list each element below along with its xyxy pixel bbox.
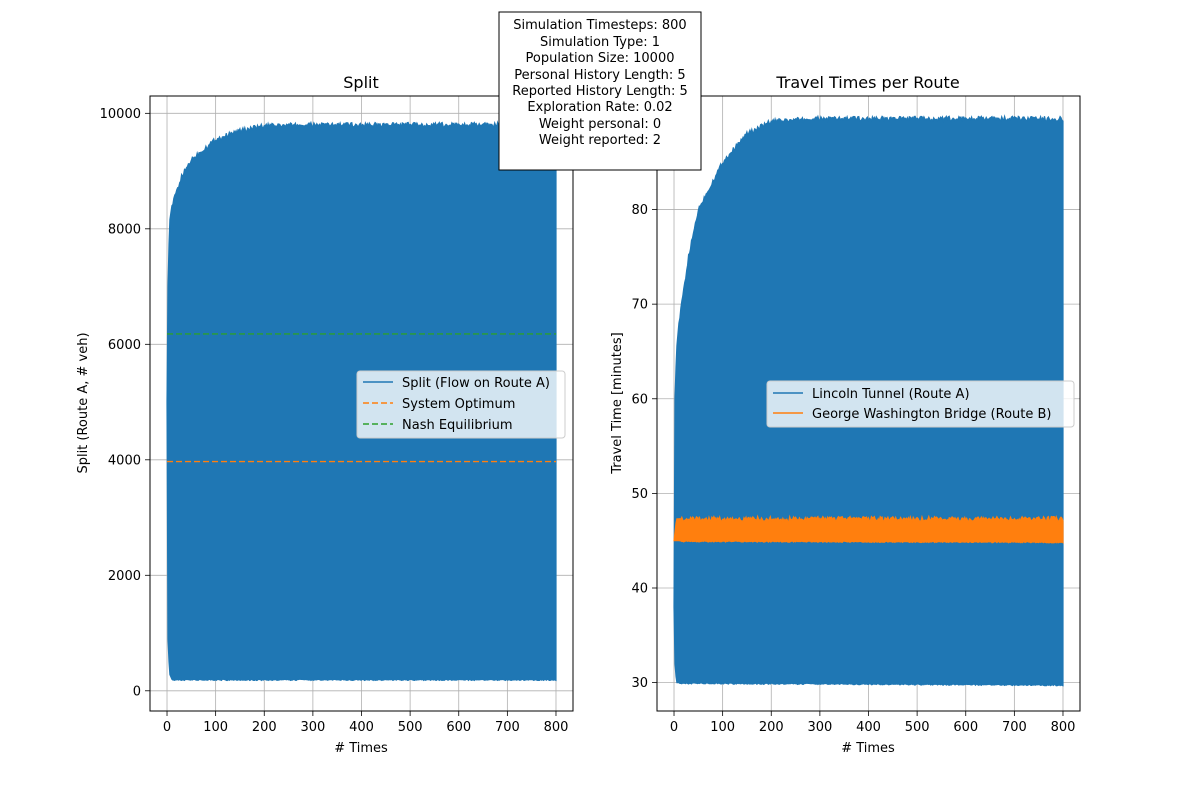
split-x-tick-label: 200: [252, 720, 277, 735]
travel-times-y-tick-label: 30: [631, 676, 648, 691]
split-y-tick-label: 0: [133, 684, 141, 699]
travel-times-x-tick-label: 0: [670, 720, 678, 735]
travel-times-x-tick-label: 300: [807, 720, 832, 735]
split-x-tick-label: 600: [446, 720, 471, 735]
info-line-6: Weight personal: 0: [539, 117, 661, 132]
travel-times-ticks: 0 100 200 300 400 500 600 700 800 30 40 50 60 70 80: [631, 203, 1075, 735]
info-line-3: Personal History Length: 5: [514, 68, 685, 83]
travel-times-series-1-band: [673, 514, 1064, 544]
info-line-4: Reported History Length: 5: [512, 84, 687, 99]
travel-times-legend-box: [766, 380, 1075, 428]
split-title: Split: [343, 73, 378, 92]
travel-times-title: Travel Times per Route: [775, 73, 959, 92]
split-y-tick-label: 4000: [108, 453, 141, 468]
travel-times-y-tick-label: 60: [631, 392, 648, 407]
info-line-5: Exploration Rate: 0.02: [527, 100, 672, 115]
travel-times-x-tick-label: 800: [1051, 720, 1076, 735]
travel-times-x-tick-label: 200: [759, 720, 784, 735]
info-line-2: Population Size: 10000: [526, 51, 675, 66]
split-x-tick-label: 400: [349, 720, 374, 735]
split-legend-label-1: System Optimum: [402, 397, 515, 412]
travel-times-y-tick-label: 50: [631, 487, 648, 502]
split-legend-label-2: Nash Equilibrium: [402, 418, 513, 433]
split-ticks: 0 100 200 300 400 500 600 700 800020004000600080…: [100, 107, 569, 735]
split-legend: Split (Flow on Route A) System Optimum N…: [356, 370, 566, 439]
split-x-tick-label: 300: [300, 720, 325, 735]
travel-times-legend: Lincoln Tunnel (Route A) George Washingt…: [766, 380, 1075, 428]
info-line-7: Weight reported: 2: [539, 133, 661, 148]
travel-times-x-tick-label: 700: [1002, 720, 1027, 735]
travel-times-x-tick-label: 500: [905, 720, 930, 735]
split-y-tick-label: 10000: [100, 107, 141, 122]
travel-times-x-tick-label: 600: [953, 720, 978, 735]
split-legend-box: [356, 370, 566, 439]
split-chart: 0 100 200 300 400 500 600 700 800020004000600080…: [76, 73, 574, 756]
travel-times-y-tick-label: 40: [631, 582, 648, 597]
split-x-tick-label: 800: [544, 720, 569, 735]
travel-times-y-tick-label: 70: [631, 298, 648, 313]
split-x-tick-label: 0: [163, 720, 171, 735]
info-line-1: Simulation Type: 1: [540, 35, 660, 50]
split-x-axis-label: # Times: [334, 741, 388, 756]
split-x-tick-label: 100: [203, 720, 228, 735]
split-y-tick-label: 2000: [108, 569, 141, 584]
travel-times-x-tick-label: 400: [856, 720, 881, 735]
info-box-frame: [498, 11, 702, 171]
split-y-tick-label: 6000: [108, 338, 141, 353]
travel-times-x-tick-label: 100: [710, 720, 735, 735]
split-legend-label-0: Split (Flow on Route A): [402, 376, 550, 391]
travel-times-legend-label-1: George Washington Bridge (Route B): [812, 407, 1052, 422]
travel-times-y-tick-label: 80: [631, 203, 648, 218]
split-x-tick-label: 700: [495, 720, 520, 735]
travel-times-legend-label-0: Lincoln Tunnel (Route A): [812, 387, 970, 402]
travel-times-x-axis-label: # Times: [841, 741, 895, 756]
travel-times-chart: 0 100 200 300 400 500 600 700 800 30 40 50 60 70 80 Tr…: [610, 73, 1081, 756]
split-y-tick-label: 8000: [108, 222, 141, 237]
travel-times-y-axis-label: Travel Time [minutes]: [610, 332, 625, 475]
simulation-info-box: Simulation Timesteps: 800 Simulation Typ…: [498, 11, 702, 171]
info-line-0: Simulation Timesteps: 800: [513, 18, 686, 33]
split-x-tick-label: 500: [398, 720, 423, 735]
split-y-axis-label: Split (Route A, # veh): [76, 332, 91, 473]
